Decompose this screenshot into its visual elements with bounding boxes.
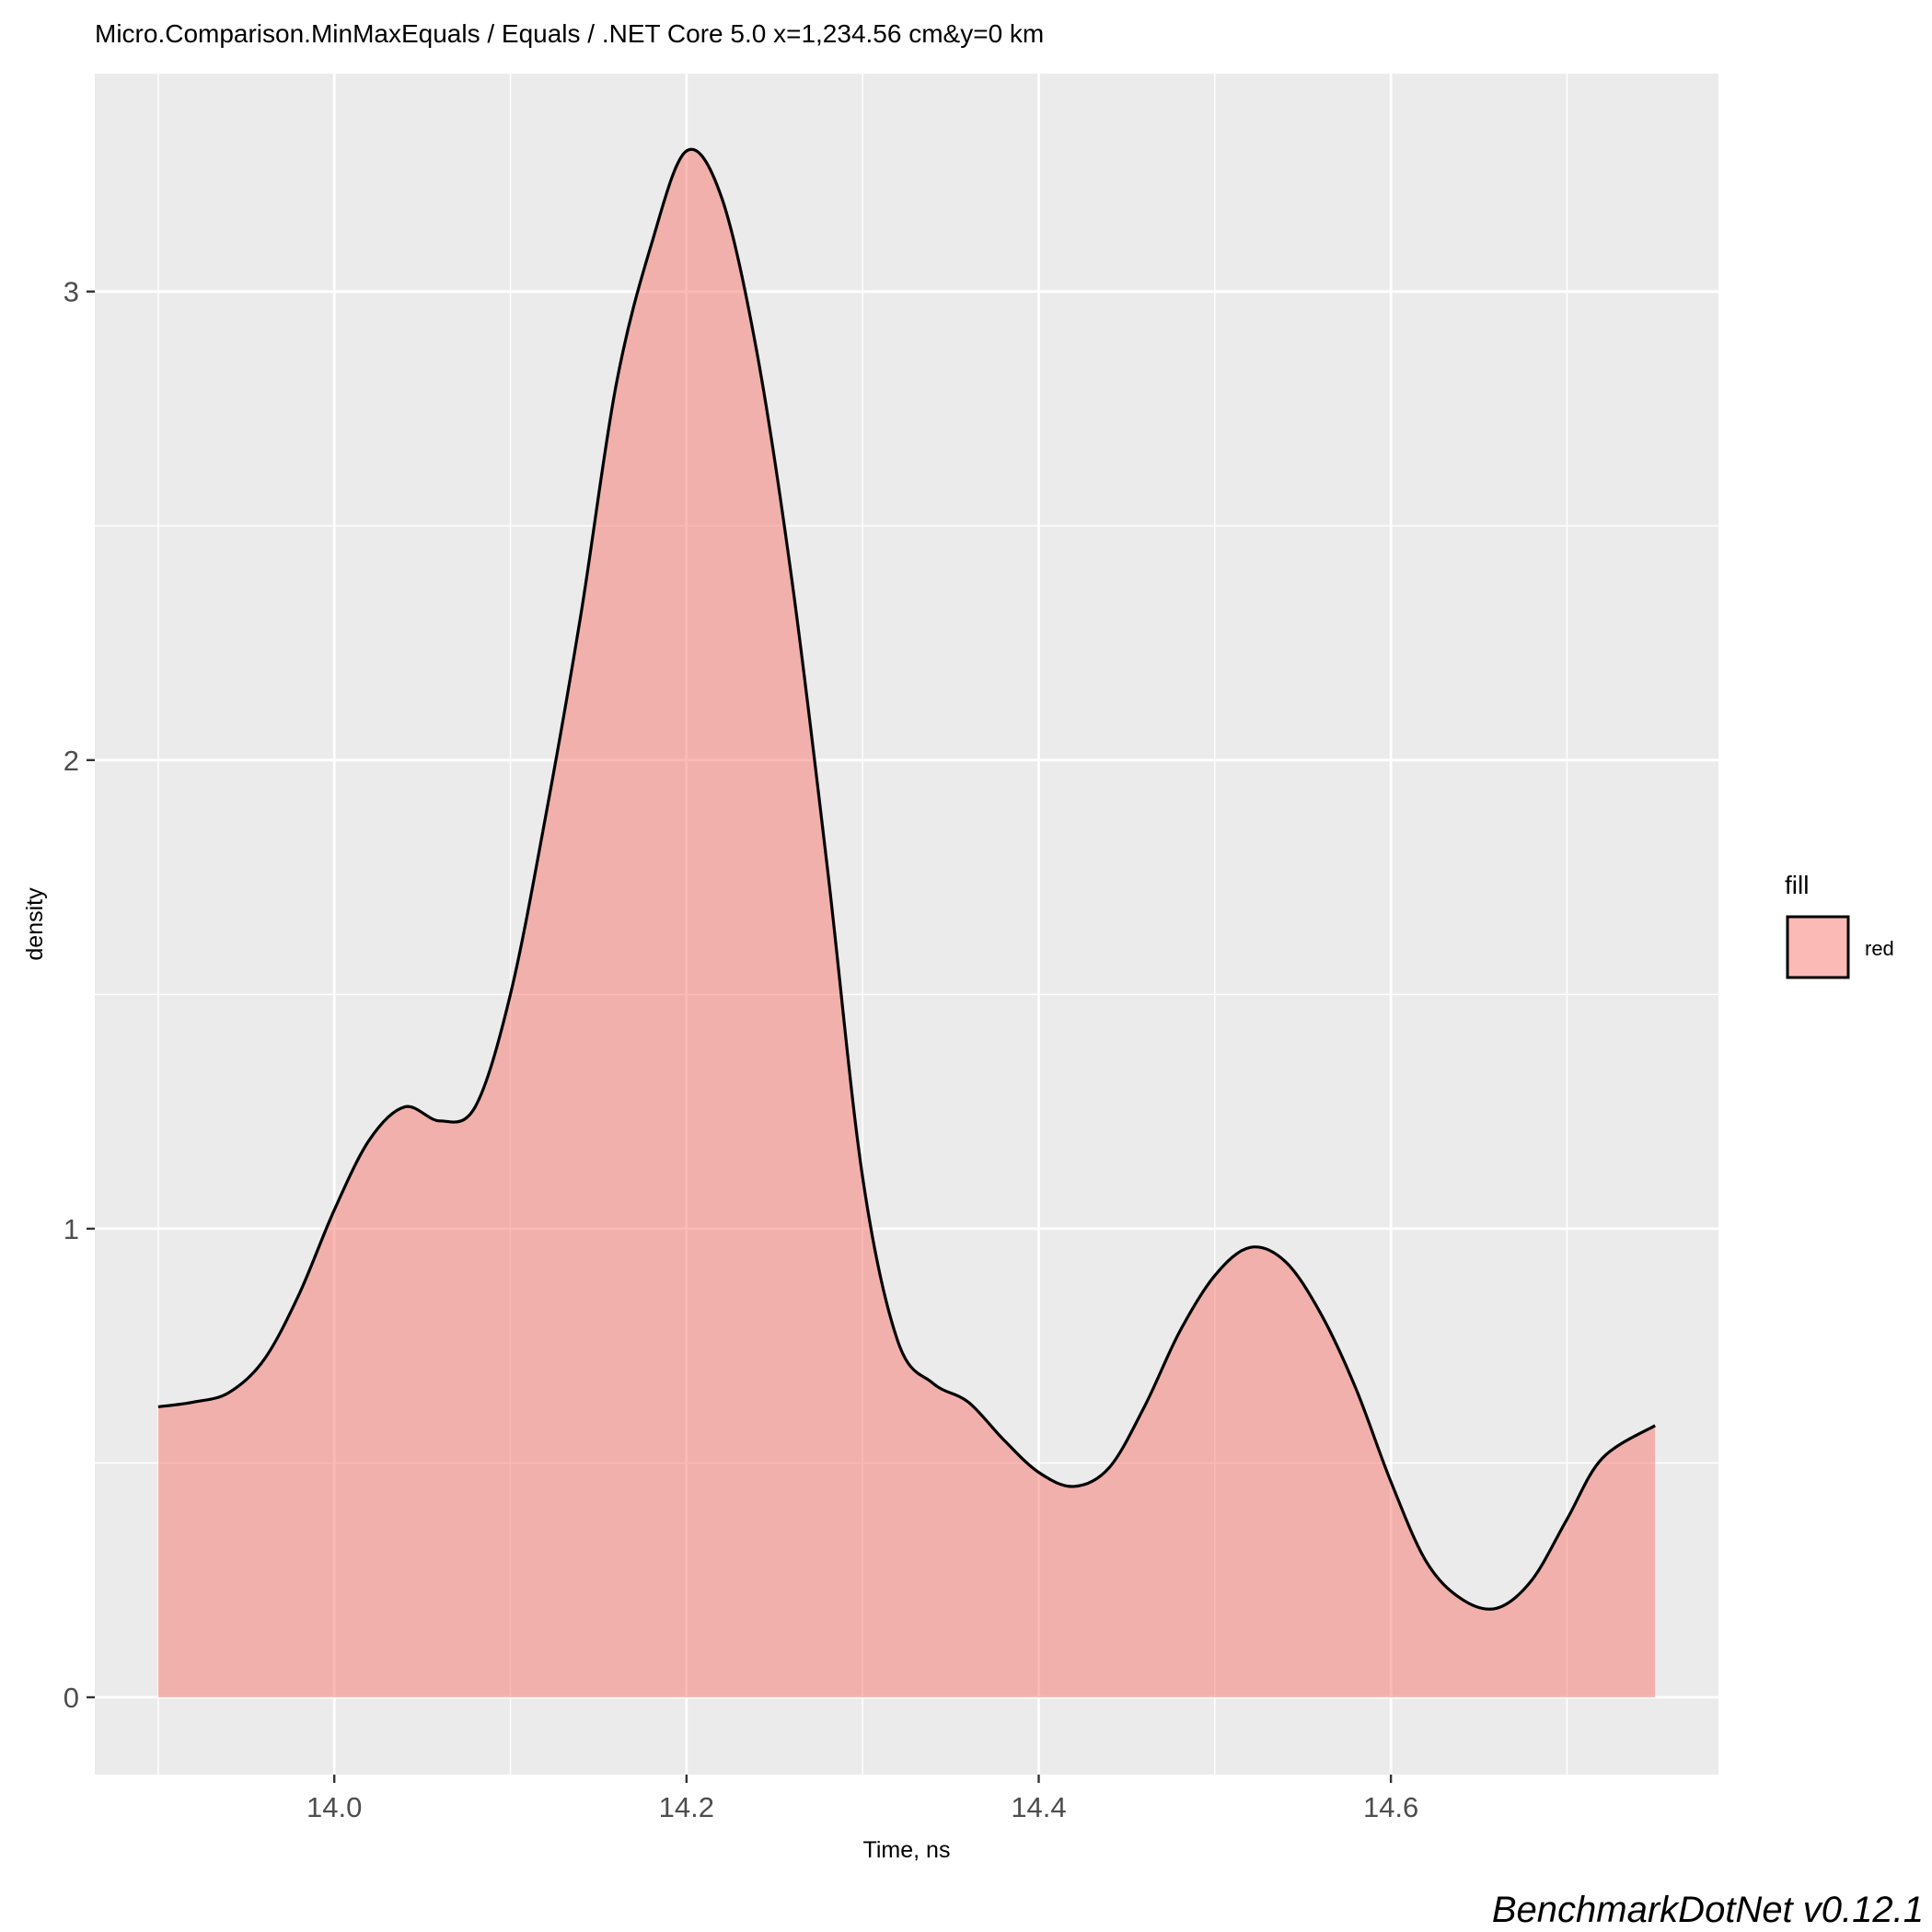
chart-title: Micro.Comparison.MinMaxEquals / Equals /… (95, 19, 1044, 48)
y-tick-label: 1 (64, 1213, 79, 1245)
legend: fill red (1785, 871, 1894, 979)
density-area-red (157, 149, 1656, 1698)
x-axis: 14.0 14.2 14.4 14.6 (307, 1775, 1418, 1823)
legend-label-red: red (1865, 937, 1894, 960)
legend-title: fill (1785, 871, 1809, 899)
y-tick-label: 2 (64, 745, 79, 777)
y-axis-label: density (22, 887, 48, 961)
x-tick-label: 14.2 (659, 1791, 714, 1823)
x-tick-label: 14.0 (307, 1791, 362, 1823)
legend-key-red (1786, 915, 1850, 979)
caption: BenchmarkDotNet v0.12.1 (1492, 1890, 1924, 1930)
density-line-red (157, 147, 1656, 1611)
x-tick-label: 14.6 (1363, 1791, 1418, 1823)
x-axis-label: Time, ns (863, 1837, 951, 1863)
x-tick-label: 14.4 (1011, 1791, 1066, 1823)
y-tick-label: 0 (64, 1682, 79, 1714)
density-series (157, 147, 1656, 1698)
y-axis: 0 1 2 3 (64, 276, 95, 1714)
y-tick-label: 3 (64, 276, 79, 308)
